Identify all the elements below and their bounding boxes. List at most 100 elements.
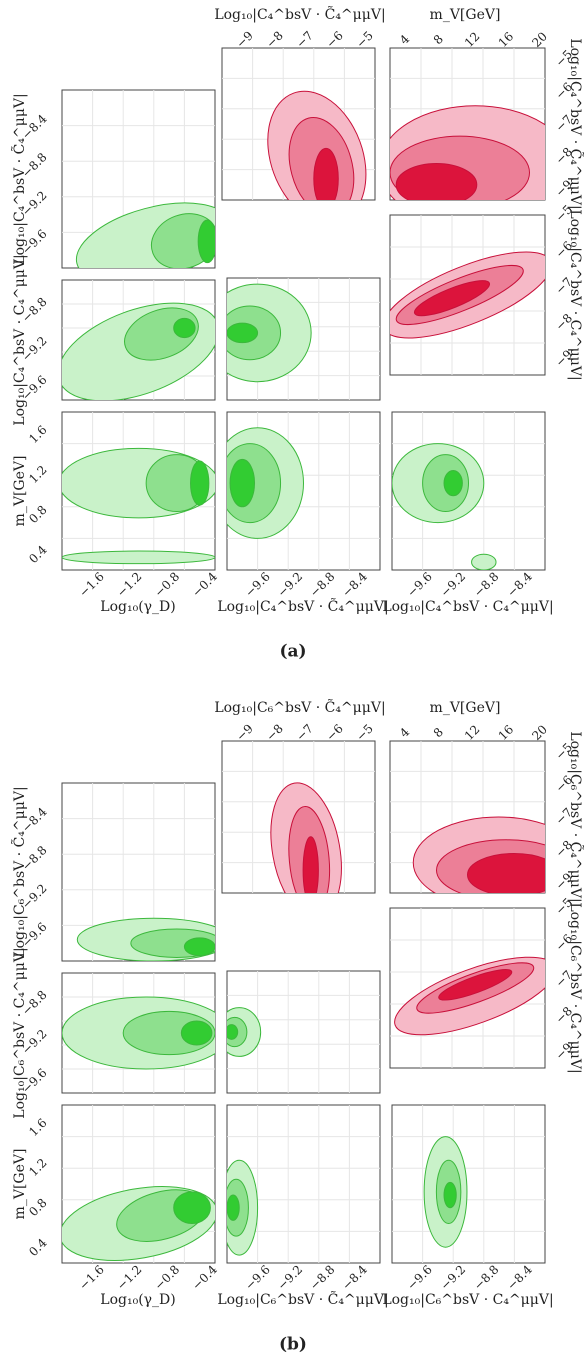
contours: [390, 105, 545, 200]
contours: [62, 302, 215, 400]
contours: [76, 917, 215, 961]
tick-label: −9.6: [242, 1262, 273, 1293]
tick-label: −8.4: [504, 569, 535, 600]
axis-label: Log₁₀|C₄^bsV · C₄^μμV|: [567, 209, 583, 380]
caption: (b): [279, 1335, 307, 1355]
tick-label: −0.8: [152, 569, 183, 600]
tick-label: −9: [233, 28, 255, 50]
tick-label: −5: [353, 28, 375, 50]
tick-label: −1.2: [114, 1262, 145, 1293]
tick-label: −9.6: [242, 569, 273, 600]
tick-label: −8.8: [307, 569, 338, 600]
contour: [180, 1020, 213, 1046]
tick-label: −9.6: [404, 569, 435, 600]
tick-label: −5: [353, 721, 375, 743]
tick-label: −0.4: [189, 1262, 220, 1293]
tick-label: 12: [462, 722, 483, 743]
contour: [471, 553, 497, 570]
axis-label: Log₁₀|C₆^bsV · C̃₄^μμV|: [217, 1290, 388, 1308]
contour: [313, 147, 339, 200]
contours: [412, 816, 545, 893]
tick-label: 1.2: [26, 1156, 49, 1179]
tick-label: 20: [529, 29, 550, 50]
caption: (a): [279, 642, 306, 662]
tick-label: 8: [431, 725, 446, 740]
tick-label: −8: [263, 28, 285, 50]
contour: [197, 219, 215, 264]
axis-label: Log₁₀(γ_D): [100, 599, 175, 615]
tick-label: 0.8: [26, 503, 49, 526]
tick-label: −1.2: [114, 569, 145, 600]
tick-label: −6: [323, 721, 345, 743]
tick-label: −6: [323, 28, 345, 50]
tick-label: 8: [431, 32, 446, 47]
tick-label: −7: [293, 721, 315, 743]
axis-label: Log₁₀|C₄^bsV · C̃₄^μμV|: [217, 597, 388, 615]
tick-label: 1.6: [26, 1116, 49, 1139]
tick-label: 0.4: [26, 542, 50, 566]
tick-label: −1.6: [76, 1262, 107, 1293]
tick-label: −0.8: [152, 1262, 183, 1293]
contours: [75, 202, 215, 268]
contour: [62, 550, 215, 565]
tick-label: −9.6: [404, 1262, 435, 1293]
tick-label: −8.4: [504, 1262, 535, 1293]
axis-label: Log₁₀|C₆^bsV · C₄^μμV|: [567, 902, 583, 1073]
axis-label: Log₁₀|C₆^bsV · C₄^μμV|: [382, 1292, 553, 1308]
tick-label: −9: [233, 721, 255, 743]
axis-label: Log₁₀|C₄^bsV · C₄^μμV|: [382, 599, 553, 615]
contour: [227, 322, 259, 344]
contours: [267, 90, 367, 200]
contour: [173, 317, 196, 339]
contour: [395, 163, 478, 200]
tick-label: −7: [293, 28, 315, 50]
corner-plot: −9 −8 −7 −6 −5 Log₁₀|C₆^bsV · C̃₄^μμV| 4 8 12 16 2…: [10, 698, 584, 1354]
axis-label: Log₁₀(γ_D): [100, 1292, 175, 1308]
tick-label: −8.4: [339, 1262, 370, 1293]
tick-label: 16: [496, 722, 517, 743]
axis-label: m_V[GeV]: [12, 456, 28, 527]
axis-label: Log₁₀|C₆^bsV · C₄^μμV|: [12, 947, 28, 1118]
tick-label: −8.4: [339, 569, 370, 600]
panel: [391, 1104, 546, 1264]
contour: [227, 1024, 239, 1040]
axis-label: Log₁₀|C₄^bsV · C̃₄^μμV|: [567, 38, 585, 209]
contours: [227, 427, 304, 539]
contour: [229, 458, 256, 508]
contours: [392, 443, 497, 570]
axis-label: Log₁₀|C₆^bsV · C̃₄^μμV|: [567, 731, 585, 902]
axis-label: m_V[GeV]: [430, 7, 501, 23]
tick-label: −8.8: [471, 1262, 502, 1293]
contour: [443, 469, 463, 497]
tick-label: 4: [397, 32, 413, 48]
tick-label: 1.2: [26, 463, 49, 486]
tick-label: 0.8: [26, 1196, 49, 1219]
tick-label: 12: [462, 29, 483, 50]
tick-label: −9.2: [438, 569, 469, 600]
contour: [190, 460, 210, 506]
contours: [227, 1007, 262, 1057]
tick-label: −9.2: [438, 1262, 469, 1293]
tick-label: −1.6: [76, 569, 107, 600]
tick-label: −8.8: [471, 569, 502, 600]
tick-label: −8.8: [307, 1262, 338, 1293]
contours: [62, 996, 215, 1070]
contours: [270, 782, 342, 893]
contours: [390, 251, 545, 339]
tick-label: 0.4: [26, 1235, 50, 1259]
axis-label: Log₁₀|C₄^bsV · C̃₄^μμV|: [10, 93, 28, 264]
axis-label: Log₁₀|C₄^bsV · C₄^μμV|: [12, 254, 28, 425]
contours: [62, 1186, 215, 1261]
contour: [173, 1191, 211, 1225]
tick-label: −8: [263, 721, 285, 743]
contours: [227, 1159, 259, 1256]
axis-label: m_V[GeV]: [430, 700, 501, 716]
axis-label: Log₁₀|C₆^bsV · C̃₄^μμV|: [214, 698, 385, 716]
axis-label: m_V[GeV]: [12, 1149, 28, 1220]
tick-label: −9.2: [275, 569, 306, 600]
contours: [394, 956, 545, 1036]
tick-label: −9.2: [275, 1262, 306, 1293]
tick-label: 4: [397, 725, 413, 741]
contours: [423, 1136, 468, 1248]
contour: [302, 836, 319, 893]
